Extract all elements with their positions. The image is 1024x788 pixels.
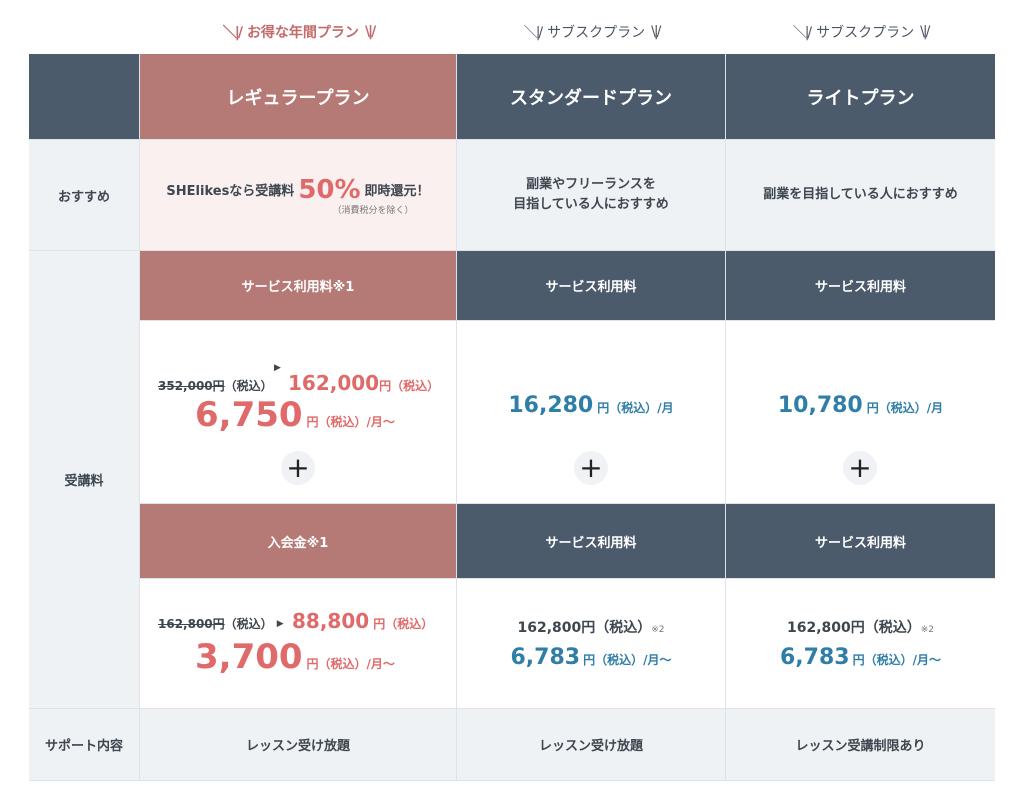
service-fee-regular: 352,000円 （税込） ▶ 162,000 円（税込） 6,750 円（税込… <box>140 321 457 504</box>
recommend-regular-highlight: 50% <box>298 174 361 205</box>
service-fee-light-unit: 円（税込）/月 <box>866 401 944 415</box>
tagline-standard: ＼|/ サブスクプラン \|/ <box>457 14 726 50</box>
join-fee-regular-monthly-unit: 円（税込）/月〜 <box>306 657 395 671</box>
join-fee-regular-new: 88,800 <box>292 609 370 633</box>
sparkle-left-icon: ＼|/ <box>792 25 812 41</box>
join-fee-light: 162,800円（税込） ※2 6,783 円（税込）/月〜 <box>726 579 995 709</box>
tagline-standard-text: サブスクプラン <box>547 25 646 41</box>
join-fee-regular-old-tax: （税込） <box>224 617 273 631</box>
join-fee-standard-monthly-unit: 円（税込）/月〜 <box>583 653 672 667</box>
service-fee-label-light: サービス利用料 <box>726 251 995 321</box>
tagline-light-text: サブスクプラン <box>816 25 915 41</box>
recommend-regular: SHElikesなら受講料 50% 即時還元！ （消費税分を除く） <box>140 140 457 251</box>
row-label-recommend: おすすめ <box>29 140 140 251</box>
recommend-standard: 副業やフリーランスを 目指している人におすすめ <box>457 140 726 251</box>
recommend-regular-note: （消費税分を除く） <box>332 205 414 216</box>
service-fee-light-price: 10,780 <box>777 393 863 418</box>
join-fee-regular-new-unit: 円（税込） <box>373 617 434 631</box>
service-fee-regular-new-unit: 円（税込） <box>379 379 440 393</box>
recommend-regular-prefix: SHElikesなら受講料 <box>166 184 295 199</box>
sparkle-right-icon: \|/ <box>920 24 930 40</box>
sparkle-right-icon: \|/ <box>364 24 376 40</box>
recommend-standard-line1: 副業やフリーランスを <box>526 177 656 192</box>
join-fee-standard-monthly: 6,783 <box>510 645 581 670</box>
service-fee-standard-unit: 円（税込）/月 <box>597 401 674 415</box>
join-fee-regular-old: 162,800円 <box>158 617 225 631</box>
sparkle-right-icon: \|/ <box>651 24 661 40</box>
row-label-support: サポート内容 <box>29 709 140 781</box>
join-fee-light-note: ※2 <box>920 625 935 635</box>
recommend-regular-suffix: 即時還元！ <box>364 184 430 199</box>
join-fee-label-regular: 入会金※1 <box>140 504 457 579</box>
join-fee-light-total: 162,800円（税込） <box>786 620 921 636</box>
join-fee-label-standard: サービス利用料 <box>457 504 726 579</box>
service-fee-label-standard: サービス利用料 <box>457 251 726 321</box>
join-fee-light-monthly-unit: 円（税込）/月〜 <box>852 653 941 667</box>
plan-comparison-table: レギュラープラン スタンダードプラン ライトプラン おすすめ SHElikesな… <box>29 54 995 781</box>
join-fee-standard-total: 162,800円（税込） <box>517 620 652 636</box>
sparkle-left-icon: ＼|/ <box>523 25 543 41</box>
tagline-regular-text: お得な年間プラン <box>246 25 359 41</box>
service-fee-regular-old-tax: （税込） <box>224 379 273 393</box>
service-fee-light: 10,780 円（税込）/月 + <box>726 321 995 504</box>
arrow-right-icon: ▶ <box>274 363 281 373</box>
recommend-light: 副業を目指している人におすすめ <box>726 140 995 251</box>
join-fee-regular-monthly: 3,700 <box>195 637 303 677</box>
join-fee-label-light: サービス利用料 <box>726 504 995 579</box>
join-fee-standard: 162,800円（税込） ※2 6,783 円（税込）/月〜 <box>457 579 726 709</box>
service-fee-regular-old: 352,000円 <box>158 379 225 393</box>
join-fee-regular: 162,800円 （税込） ▶ 88,800 円（税込） 3,700 円（税込）… <box>140 579 457 709</box>
plus-icon: + <box>843 451 877 485</box>
support-standard: レッスン受け放題 <box>457 709 726 781</box>
service-fee-label-regular: サービス利用料※1 <box>140 251 457 321</box>
service-fee-regular-new: 162,000 <box>288 371 380 395</box>
plus-icon: + <box>574 451 608 485</box>
join-fee-light-monthly: 6,783 <box>780 645 850 670</box>
service-fee-standard-price: 16,280 <box>508 393 594 418</box>
support-light: レッスン受講制限あり <box>726 709 995 781</box>
header-standard-plan: スタンダードプラン <box>457 54 726 140</box>
arrow-right-icon: ▶ <box>276 618 284 629</box>
table-corner <box>29 54 140 140</box>
service-fee-regular-monthly: 6,750 <box>195 395 303 435</box>
sparkle-left-icon: ＼|/ <box>222 25 243 41</box>
service-fee-regular-monthly-unit: 円（税込）/月〜 <box>306 415 395 429</box>
header-light-plan: ライトプラン <box>726 54 995 140</box>
join-fee-standard-note: ※2 <box>651 625 665 635</box>
header-regular-plan: レギュラープラン <box>140 54 457 140</box>
plus-icon: + <box>281 451 315 485</box>
tagline-light: ＼|/ サブスクプラン \|/ <box>726 14 995 50</box>
recommend-standard-line2: 目指している人におすすめ <box>513 197 669 212</box>
row-label-fee: 受講料 <box>29 251 140 709</box>
service-fee-standard: 16,280 円（税込）/月 + <box>457 321 726 504</box>
tagline-regular: ＼|/ お得な年間プラン \|/ <box>140 14 457 50</box>
support-regular: レッスン受け放題 <box>140 709 457 781</box>
